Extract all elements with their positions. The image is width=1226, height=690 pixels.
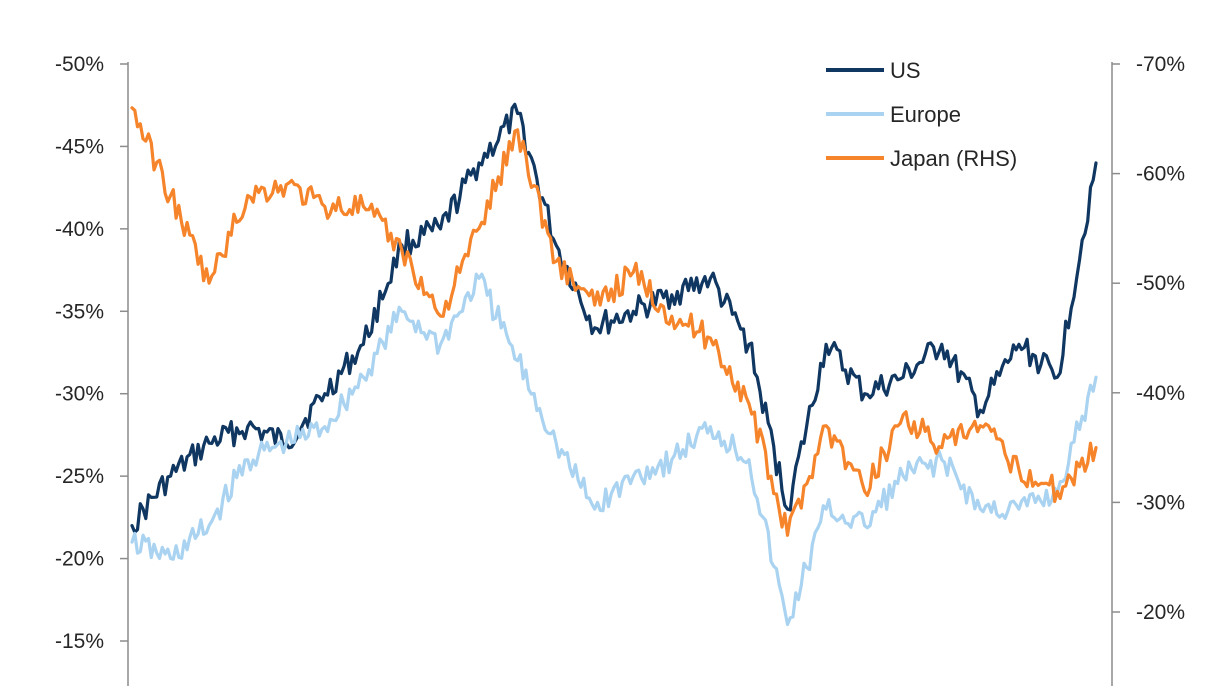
right-tick-label: -70% xyxy=(1136,53,1185,76)
left-tick-label: -50% xyxy=(55,53,104,76)
legend-label: Japan (RHS) xyxy=(890,146,1017,171)
axes: -50% -45% -40% -35% -30% -25% -20% -15% -70% -60%… xyxy=(55,53,1185,686)
left-tick-label: -25% xyxy=(55,465,104,488)
legend: US Europe Japan (RHS) xyxy=(826,58,1017,171)
right-tick-label: -30% xyxy=(1136,491,1185,514)
series-line-japan-rhs xyxy=(130,106,1098,537)
right-tick-label: -50% xyxy=(1136,272,1185,295)
left-tick-label: -30% xyxy=(55,383,104,406)
left-tick-label: -20% xyxy=(55,548,104,571)
right-tick-label: -40% xyxy=(1136,382,1185,405)
legend-label: US xyxy=(890,58,921,83)
left-tick-label: -35% xyxy=(55,300,104,323)
series-line-us xyxy=(130,102,1098,534)
series-lines xyxy=(130,102,1098,627)
left-tick-label: -45% xyxy=(55,135,104,158)
left-tick-label: -40% xyxy=(55,218,104,241)
right-tick-label: -20% xyxy=(1136,601,1185,624)
legend-label: Europe xyxy=(890,102,961,127)
right-tick-label: -60% xyxy=(1136,163,1185,186)
series-line-europe xyxy=(130,272,1098,627)
left-tick-label: -15% xyxy=(55,630,104,653)
